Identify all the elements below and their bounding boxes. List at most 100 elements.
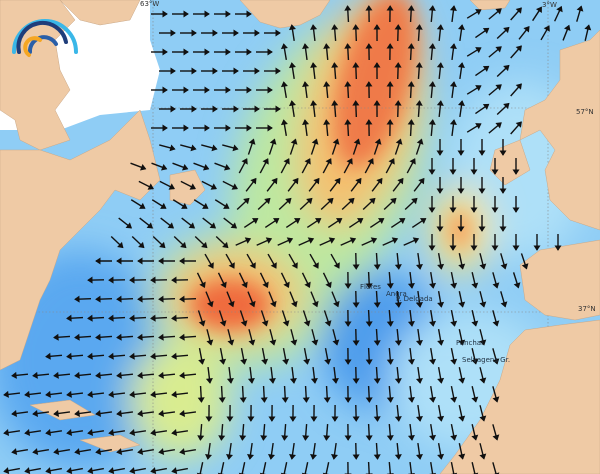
arrow-head-icon: [190, 144, 197, 152]
arrow-head-icon: [495, 46, 502, 53]
arrow-head-icon: [53, 333, 59, 341]
arrow-head-icon: [171, 390, 177, 398]
arrow-head-icon: [352, 454, 360, 460]
arrow-head-icon: [11, 409, 17, 417]
arrow-head-icon: [331, 100, 339, 106]
arrow-head-icon: [262, 281, 269, 289]
arrow-head-icon: [116, 333, 122, 341]
arrow-head-icon: [471, 434, 479, 441]
arrow-head-icon: [11, 448, 18, 456]
arrow-head-icon: [373, 264, 381, 270]
arrow-head-icon: [137, 409, 143, 417]
arrow-head-icon: [179, 295, 185, 303]
arrow-head-icon: [260, 435, 268, 441]
arrow-head-icon: [412, 237, 420, 244]
arrow-head-icon: [499, 188, 507, 194]
arrow-head-icon: [181, 202, 188, 209]
arrow-head-icon: [512, 207, 520, 213]
arrow-head-icon: [250, 177, 257, 185]
arrow-head-icon: [391, 237, 399, 244]
arrow-head-icon: [285, 197, 292, 205]
arrow-head-icon: [201, 241, 208, 249]
arrow-head-icon: [147, 183, 154, 190]
arrow-head-icon: [373, 340, 381, 346]
lat-label-57n: 57°N: [576, 108, 594, 116]
arrow-head-icon: [369, 197, 376, 205]
place-label[interactable]: P. Delgada: [396, 295, 433, 303]
arrow-head-icon: [32, 371, 38, 379]
arrow-head-icon: [271, 177, 278, 185]
arrow-head-icon: [241, 158, 248, 165]
arrow-head-icon: [576, 5, 584, 12]
arrow-head-icon: [491, 245, 499, 251]
arrow-head-icon: [282, 358, 290, 365]
arrow-head-icon: [243, 197, 250, 205]
arrow-head-icon: [512, 245, 520, 251]
arrow-head-icon: [428, 207, 436, 213]
arrow-head-icon: [32, 409, 38, 417]
arrow-head-icon: [416, 138, 424, 145]
arrow-head-icon: [367, 158, 374, 165]
place-label[interactable]: Funchal: [456, 339, 483, 347]
arrow-head-icon: [74, 295, 80, 303]
arrow-head-icon: [335, 218, 343, 225]
arrow-head-icon: [324, 320, 332, 327]
arrow-head-icon: [204, 10, 210, 18]
arrow-head-icon: [74, 448, 81, 456]
arrow-head-icon: [161, 163, 168, 171]
arrow-head-icon: [365, 283, 373, 289]
arrow-head-icon: [206, 339, 214, 346]
arrow-head-icon: [170, 29, 176, 37]
arrow-head-icon: [302, 397, 310, 403]
arrow-head-icon: [334, 177, 341, 185]
arrow-head-icon: [373, 378, 381, 384]
arrow-head-icon: [289, 453, 296, 460]
arrow-head-icon: [436, 100, 444, 106]
arrow-head-icon: [247, 453, 254, 460]
arrow-head-icon: [150, 429, 157, 437]
arrow-head-icon: [269, 339, 277, 346]
arrow-head-icon: [437, 301, 445, 308]
place-label[interactable]: Angra: [386, 290, 407, 298]
arrow-head-icon: [254, 29, 260, 37]
arrow-head-icon: [211, 144, 218, 152]
arrow-head-icon: [449, 245, 457, 251]
arrow-head-icon: [475, 9, 482, 16]
arrow-head-icon: [365, 5, 373, 11]
arrow-head-icon: [197, 435, 205, 441]
arrow-head-icon: [449, 5, 457, 11]
arrow-head-icon: [291, 262, 298, 269]
arrow-head-icon: [11, 371, 17, 379]
arrow-head-icon: [458, 415, 466, 422]
arrow-head-icon: [207, 262, 214, 269]
wave-direction-arrow: [262, 462, 267, 474]
arrow-head-icon: [95, 295, 101, 303]
place-label[interactable]: Selvagens Gr.: [462, 356, 510, 364]
arrow-head-icon: [267, 48, 273, 56]
arrow-head-icon: [495, 84, 502, 91]
arrow-head-icon: [248, 138, 256, 145]
arrow-head-icon: [450, 358, 458, 365]
place-label[interactable]: Flores: [360, 283, 381, 291]
arrow-head-icon: [449, 169, 457, 175]
arrow-head-icon: [428, 43, 436, 49]
arrow-head-icon: [108, 467, 115, 474]
arrow-head-icon: [407, 397, 415, 403]
arrow-head-icon: [183, 48, 189, 56]
arrow-head-icon: [373, 454, 381, 460]
arrow-head-icon: [471, 358, 479, 365]
arrow-head-icon: [478, 226, 486, 232]
arrow-head-icon: [352, 416, 360, 422]
arrow-head-icon: [183, 10, 189, 18]
arrow-head-icon: [478, 188, 486, 194]
arrow-head-icon: [204, 124, 210, 132]
arrow-head-icon: [398, 218, 406, 225]
arrow-head-icon: [482, 103, 490, 110]
arrow-head-icon: [491, 207, 499, 213]
arrow-head-icon: [386, 435, 394, 441]
arrow-head-icon: [376, 177, 383, 185]
wave-direction-arrow: [325, 462, 330, 474]
arrow-head-icon: [429, 320, 437, 327]
arrow-head-icon: [212, 67, 218, 75]
